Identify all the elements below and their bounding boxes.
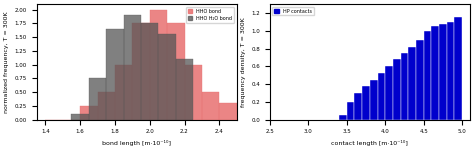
Y-axis label: frequency density, T = 300K: frequency density, T = 300K [241, 17, 246, 107]
Bar [202, 92, 219, 120]
Bar [416, 40, 424, 120]
Legend: HHO bond, HHO H₂O bond: HHO bond, HHO H₂O bond [186, 7, 234, 23]
Bar [89, 78, 106, 120]
Bar [184, 65, 202, 120]
Bar [455, 18, 462, 120]
X-axis label: bond length [m·10⁻¹⁰]: bond length [m·10⁻¹⁰] [102, 140, 171, 146]
Bar [431, 26, 439, 120]
Bar [377, 73, 385, 120]
Bar [408, 47, 416, 120]
Bar [370, 80, 377, 120]
Bar [150, 10, 167, 120]
Bar [158, 34, 176, 120]
Y-axis label: normalized frequency, T = 300K: normalized frequency, T = 300K [4, 11, 9, 113]
Bar [385, 66, 393, 120]
Bar [80, 106, 98, 120]
Bar [106, 29, 124, 120]
X-axis label: contact length [m·10⁻¹⁰]: contact length [m·10⁻¹⁰] [331, 140, 408, 146]
Bar [124, 15, 141, 120]
Bar [401, 53, 408, 120]
Bar [115, 65, 132, 120]
Bar [167, 23, 184, 120]
Bar [393, 59, 401, 120]
Bar [339, 115, 347, 120]
Bar [424, 31, 431, 120]
Bar [447, 22, 455, 120]
Bar [132, 23, 150, 120]
Bar [439, 24, 447, 120]
Bar [141, 23, 158, 120]
Legend: HP contacts: HP contacts [272, 7, 314, 15]
Bar [72, 114, 89, 120]
Bar [355, 93, 362, 120]
Bar [219, 103, 237, 120]
Bar [98, 92, 115, 120]
Bar [347, 102, 355, 120]
Bar [362, 86, 370, 120]
Bar [176, 59, 193, 120]
